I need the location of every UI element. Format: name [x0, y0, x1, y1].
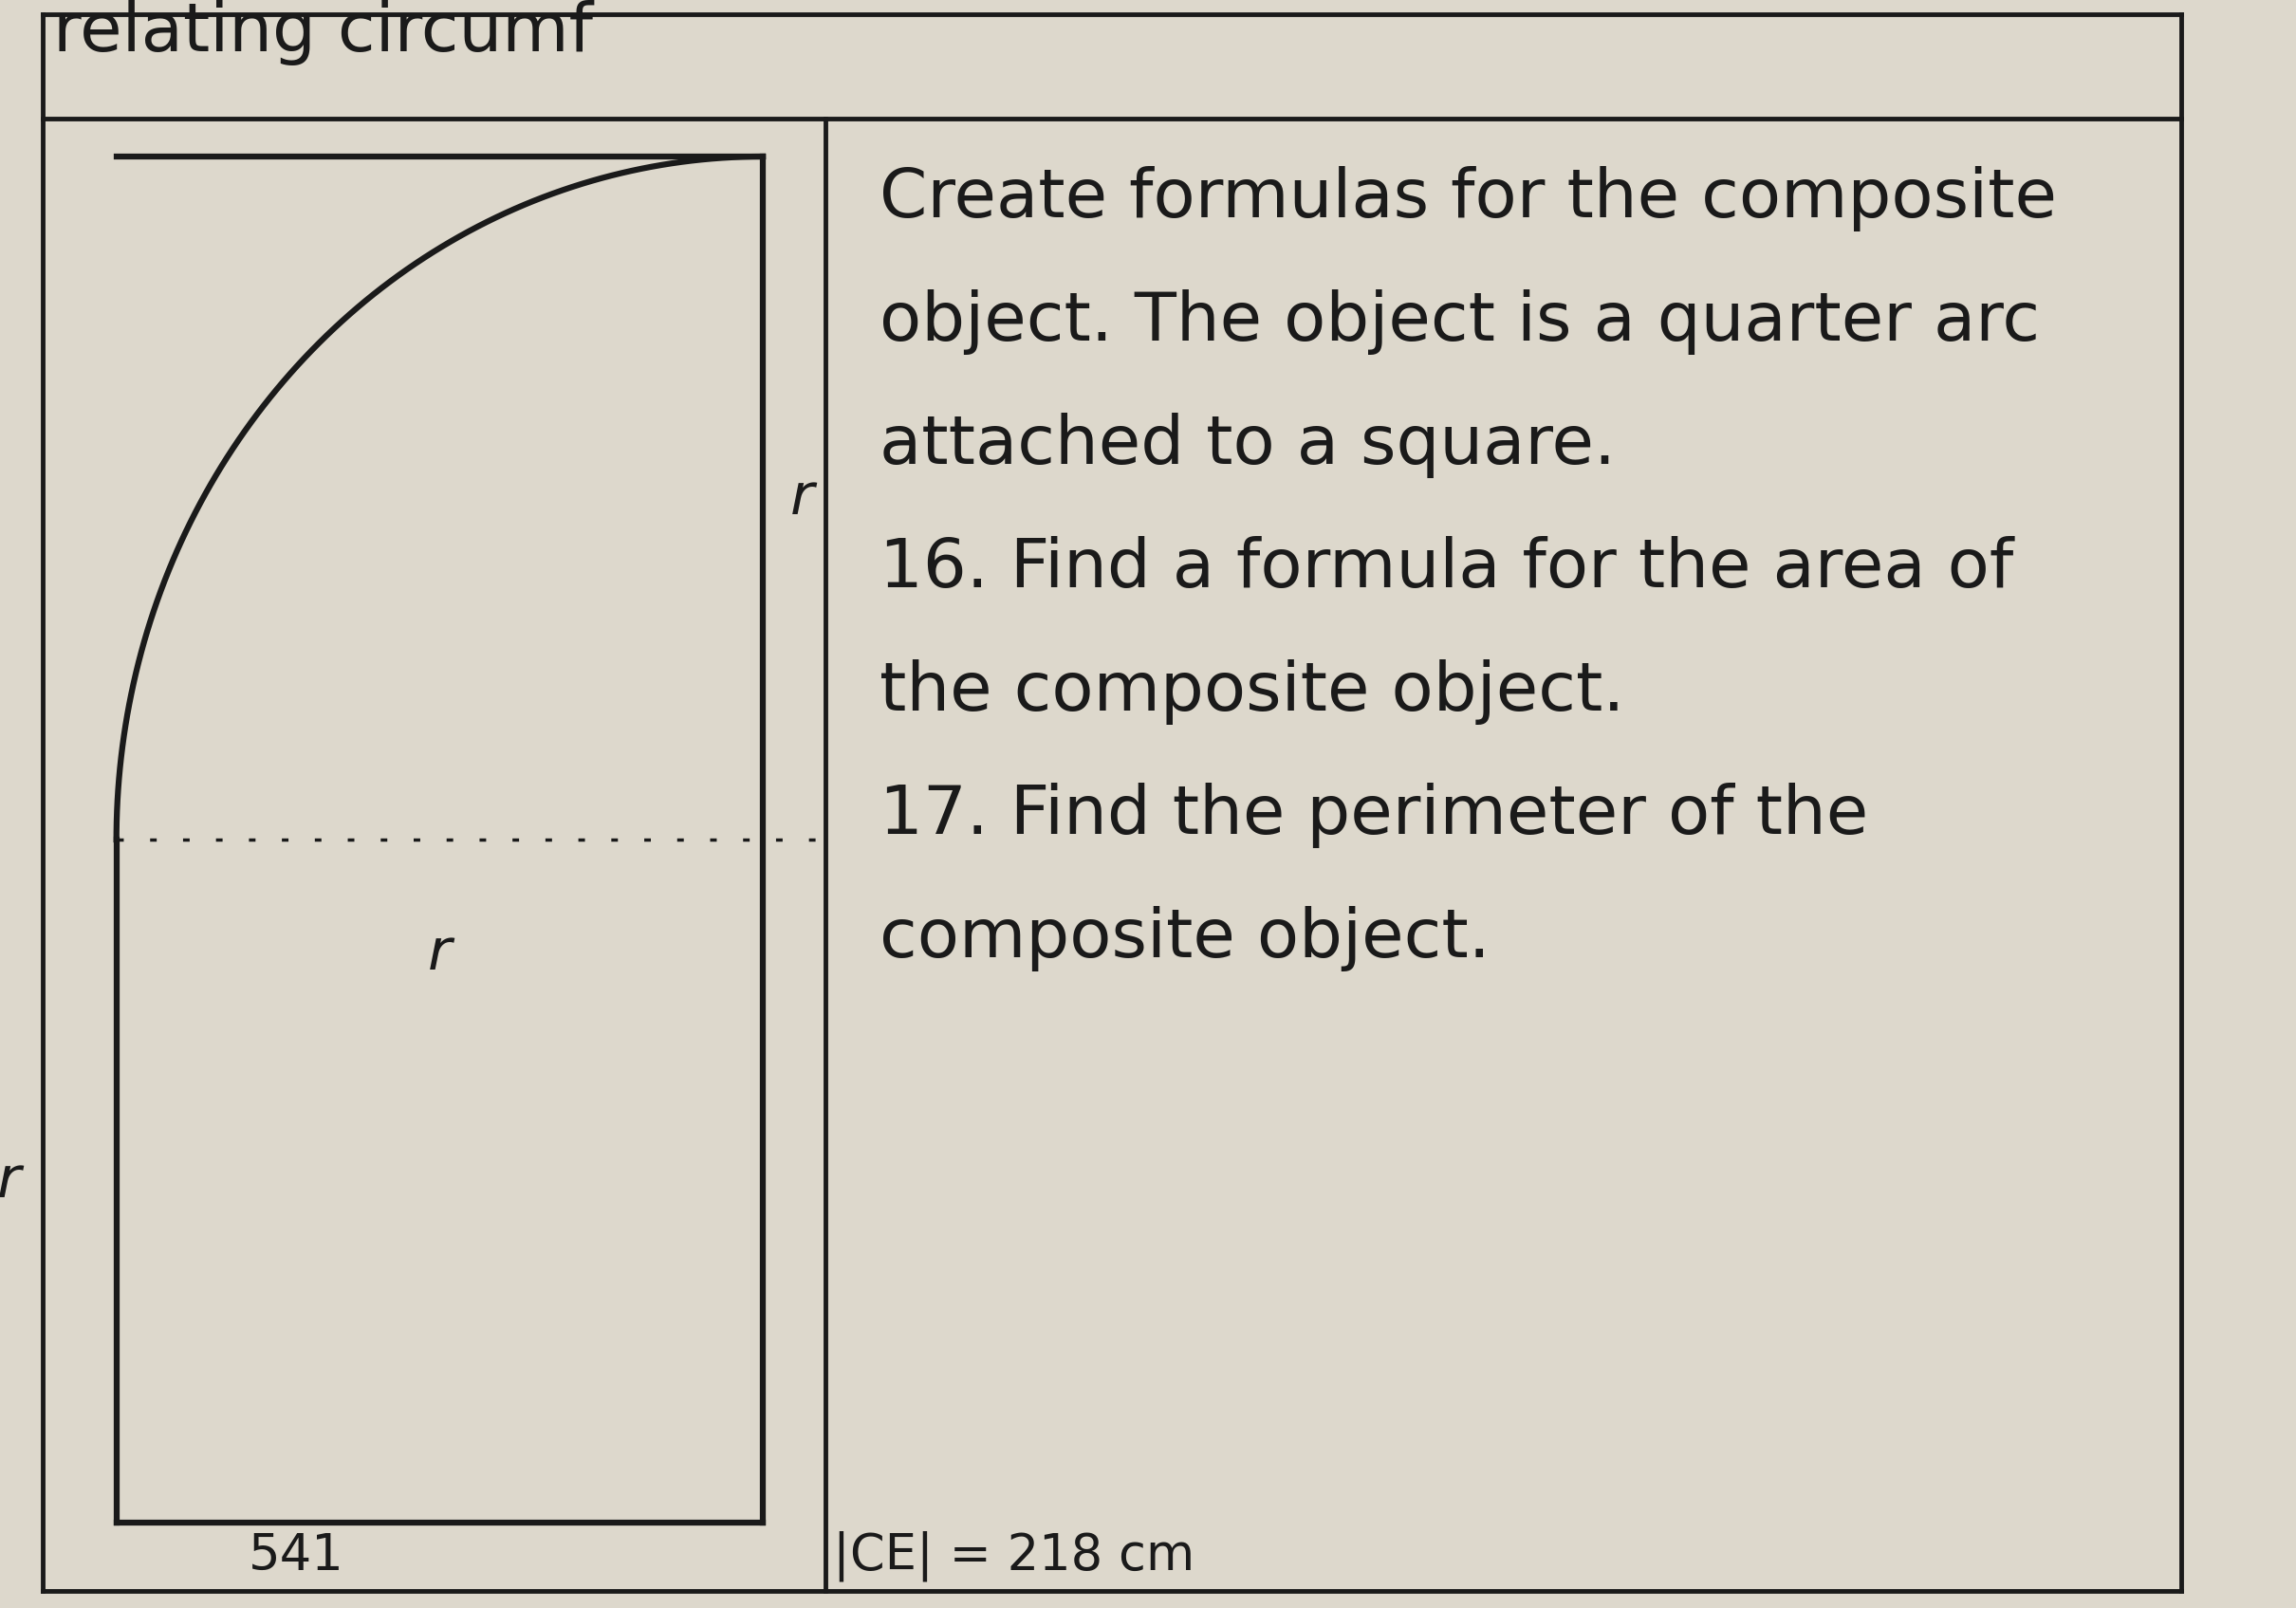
Text: |CE| = 218 cm: |CE| = 218 cm — [833, 1531, 1196, 1581]
Text: 541: 541 — [248, 1531, 344, 1581]
Text: r: r — [0, 1153, 21, 1209]
Text: r: r — [790, 470, 813, 526]
Text: relating circumf: relating circumf — [53, 0, 592, 66]
Text: the composite object.: the composite object. — [879, 659, 1626, 725]
Text: attached to a square.: attached to a square. — [879, 413, 1616, 478]
Text: Create formulas for the composite: Create formulas for the composite — [879, 166, 2057, 232]
Text: 16. Find a formula for the area of: 16. Find a formula for the area of — [879, 535, 2014, 601]
Text: 17. Find the perimeter of the: 17. Find the perimeter of the — [879, 783, 1869, 847]
Text: r: r — [427, 926, 452, 981]
Text: object. The object is a quarter arc: object. The object is a quarter arc — [879, 289, 2041, 355]
Text: composite object.: composite object. — [879, 905, 1490, 971]
